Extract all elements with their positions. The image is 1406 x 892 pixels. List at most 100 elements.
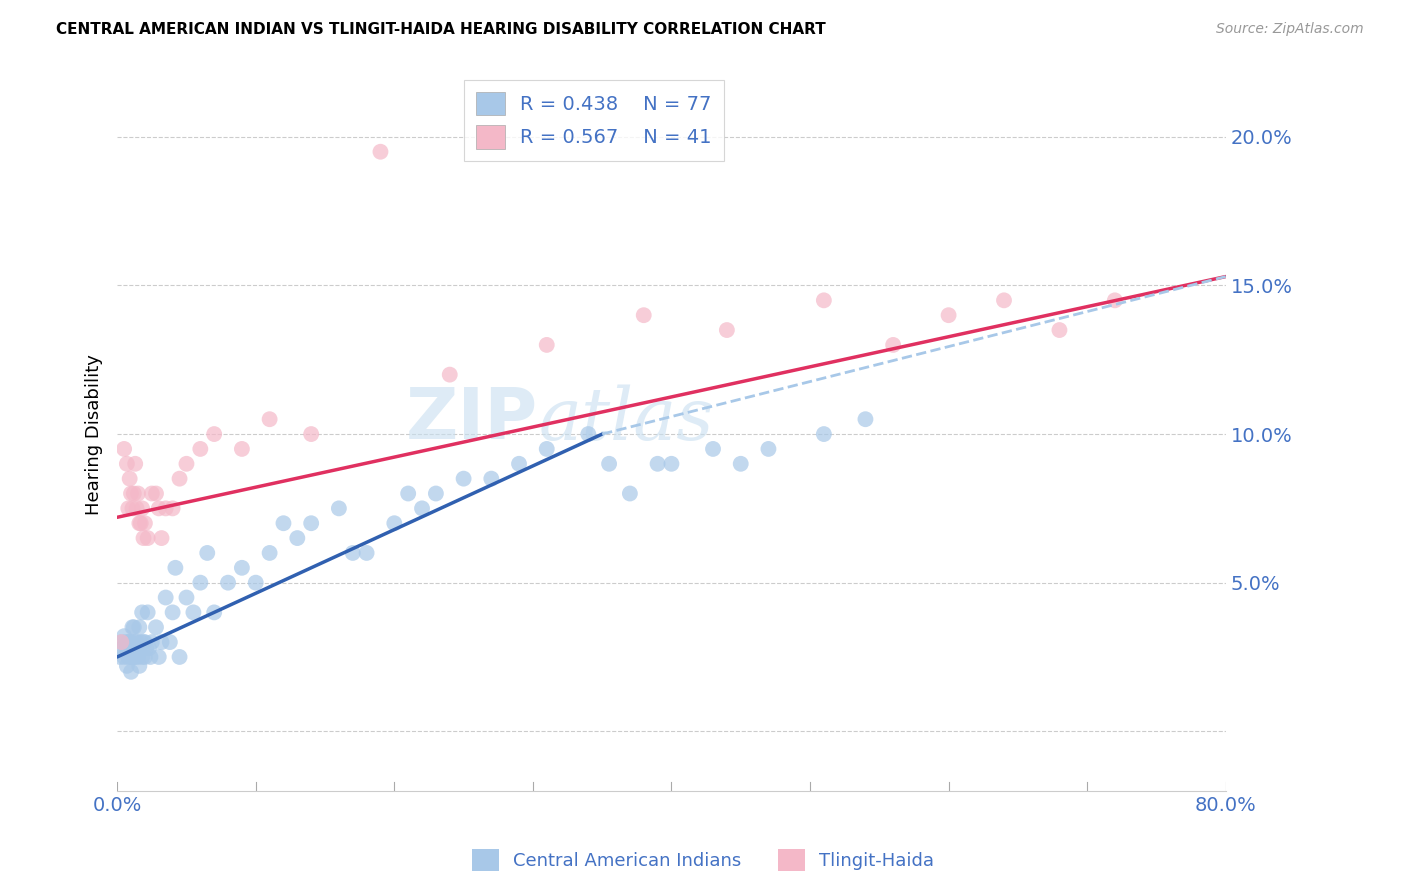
Point xyxy=(122,486,145,500)
Point xyxy=(813,293,835,308)
Point xyxy=(124,650,146,665)
Point xyxy=(141,486,163,500)
Point xyxy=(129,516,152,531)
Point xyxy=(131,606,153,620)
Point xyxy=(134,635,156,649)
Point xyxy=(202,606,225,620)
Point xyxy=(117,501,139,516)
Point xyxy=(125,635,148,649)
Point xyxy=(117,635,139,649)
Point xyxy=(217,575,239,590)
Point xyxy=(136,606,159,620)
Point xyxy=(453,472,475,486)
Point xyxy=(127,641,149,656)
Point xyxy=(162,501,184,516)
Point xyxy=(299,427,322,442)
Point xyxy=(1049,323,1071,337)
Point xyxy=(259,412,281,426)
Point xyxy=(145,620,167,634)
Point xyxy=(176,591,198,605)
Point xyxy=(118,650,141,665)
Point xyxy=(141,635,163,649)
Point xyxy=(176,457,198,471)
Legend: Central American Indians, Tlingit-Haida: Central American Indians, Tlingit-Haida xyxy=(464,842,942,879)
Point xyxy=(136,531,159,545)
Point xyxy=(169,472,191,486)
Point xyxy=(108,650,131,665)
Legend: R = 0.438    N = 77, R = 0.567    N = 41: R = 0.438 N = 77, R = 0.567 N = 41 xyxy=(464,80,724,161)
Point xyxy=(138,641,160,656)
Point xyxy=(382,516,405,531)
Point xyxy=(411,501,433,516)
Point xyxy=(536,442,558,456)
Point xyxy=(148,501,170,516)
Point xyxy=(882,338,904,352)
Point xyxy=(370,145,392,159)
Point xyxy=(993,293,1015,308)
Point xyxy=(328,501,350,516)
Point xyxy=(112,629,135,643)
Point xyxy=(127,650,149,665)
Point xyxy=(273,516,295,531)
Point xyxy=(259,546,281,560)
Point xyxy=(299,516,322,531)
Point xyxy=(122,650,145,665)
Point xyxy=(150,531,173,545)
Point xyxy=(132,531,155,545)
Point xyxy=(356,546,378,560)
Point xyxy=(139,650,162,665)
Point xyxy=(188,575,211,590)
Point xyxy=(159,635,181,649)
Point xyxy=(425,486,447,500)
Point xyxy=(145,486,167,500)
Point xyxy=(396,486,419,500)
Text: CENTRAL AMERICAN INDIAN VS TLINGIT-HAIDA HEARING DISABILITY CORRELATION CHART: CENTRAL AMERICAN INDIAN VS TLINGIT-HAIDA… xyxy=(56,22,825,37)
Point xyxy=(150,635,173,649)
Point xyxy=(342,546,364,560)
Point xyxy=(758,442,780,456)
Point xyxy=(120,486,142,500)
Point xyxy=(647,457,669,471)
Point xyxy=(124,635,146,649)
Point xyxy=(536,338,558,352)
Point xyxy=(202,427,225,442)
Point xyxy=(162,606,184,620)
Point xyxy=(115,659,138,673)
Point xyxy=(661,457,683,471)
Point xyxy=(125,501,148,516)
Point xyxy=(855,412,877,426)
Point xyxy=(479,472,502,486)
Point xyxy=(115,457,138,471)
Point xyxy=(148,650,170,665)
Point xyxy=(1104,293,1126,308)
Point xyxy=(121,620,143,634)
Text: ZIP: ZIP xyxy=(406,385,538,454)
Point xyxy=(619,486,641,500)
Point xyxy=(111,641,134,656)
Point xyxy=(110,635,132,649)
Point xyxy=(439,368,461,382)
Point xyxy=(245,575,267,590)
Point xyxy=(598,457,620,471)
Point xyxy=(117,650,139,665)
Point xyxy=(231,442,253,456)
Point xyxy=(121,501,143,516)
Text: atlas: atlas xyxy=(538,384,714,455)
Point xyxy=(127,486,149,500)
Point xyxy=(132,635,155,649)
Point xyxy=(576,427,599,442)
Point xyxy=(122,620,145,634)
Point xyxy=(115,641,138,656)
Point xyxy=(124,457,146,471)
Point xyxy=(118,472,141,486)
Text: Source: ZipAtlas.com: Source: ZipAtlas.com xyxy=(1216,22,1364,37)
Point xyxy=(128,620,150,634)
Point xyxy=(118,635,141,649)
Point xyxy=(730,457,752,471)
Point xyxy=(716,323,738,337)
Point xyxy=(120,665,142,679)
Point xyxy=(285,531,308,545)
Point xyxy=(165,561,187,575)
Point xyxy=(155,501,177,516)
Point xyxy=(134,650,156,665)
